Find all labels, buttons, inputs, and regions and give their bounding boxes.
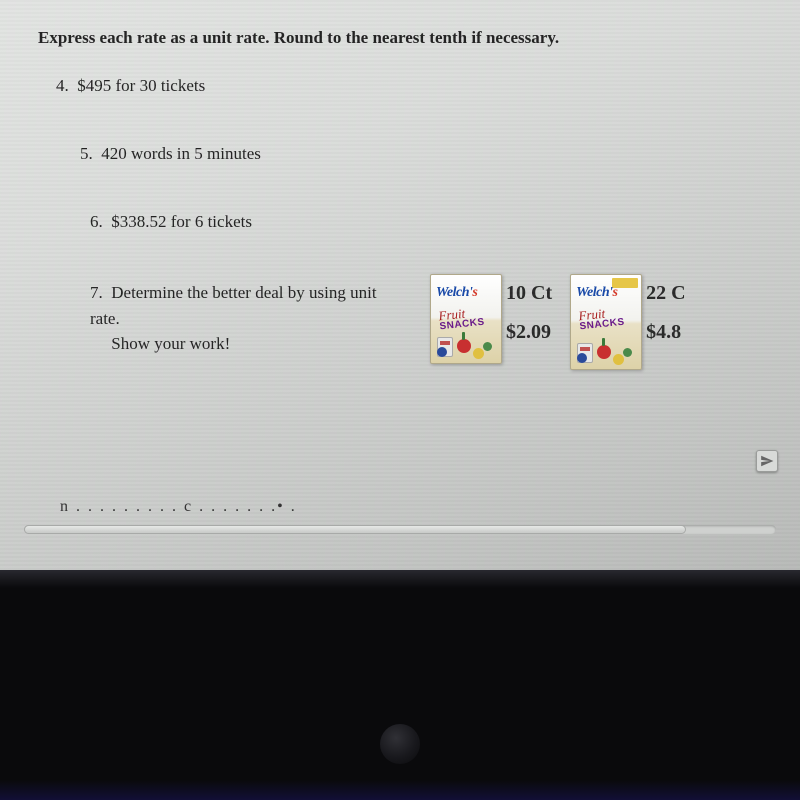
product-b-price: $4.8 xyxy=(646,321,685,344)
instruction-heading: Express each rate as a unit rate. Round … xyxy=(38,28,762,48)
product-b-count: 22 C xyxy=(646,282,685,305)
product-b-brand: Welch's xyxy=(576,285,617,301)
problem-5-text: 420 words in 5 minutes xyxy=(101,144,261,163)
peach-icon xyxy=(613,354,624,365)
blueberry-icon xyxy=(577,353,587,363)
brand-text: Welch' xyxy=(436,285,472,300)
scrollbar-thumb[interactable] xyxy=(24,525,686,534)
brand-s: s xyxy=(472,285,477,300)
product-b-subtitle: Fruit SNACKS xyxy=(578,307,625,333)
product-a-box: Welch's Fruit SNACKS xyxy=(430,274,502,364)
blueberry-icon xyxy=(437,347,447,357)
problem-5: 5. 420 words in 5 minutes xyxy=(80,144,762,164)
problem-7-text: 7. Determine the better deal by using un… xyxy=(90,280,410,357)
product-a: Welch's Fruit SNACKS 10 Ct xyxy=(430,274,552,364)
problem-4-number: 4. xyxy=(56,76,69,95)
brand-s: s xyxy=(613,285,618,300)
product-b-labels: 22 C $4.8 xyxy=(646,274,685,344)
product-b: Welch's Fruit SNACKS 22 C xyxy=(570,274,685,370)
problem-7-line2: Show your work! xyxy=(111,334,230,353)
product-a-subtitle: Fruit SNACKS xyxy=(438,307,485,333)
bottom-glow xyxy=(0,780,800,800)
laptop-logo xyxy=(380,724,420,764)
product-a-brand: Welch's xyxy=(436,285,477,301)
problem-6-number: 6. xyxy=(90,212,103,231)
laptop-bezel xyxy=(0,570,800,800)
send-button[interactable] xyxy=(756,450,778,472)
fruit-art xyxy=(435,331,497,359)
problem-4: 4. $495 for 30 tickets xyxy=(56,76,762,96)
cutoff-text: n . . . . . . . . . c . . . . . . .• . xyxy=(60,498,297,516)
product-b-box: Welch's Fruit SNACKS xyxy=(570,274,642,370)
problem-4-text: $495 for 30 tickets xyxy=(77,76,205,95)
product-comparison: Welch's Fruit SNACKS 10 Ct xyxy=(430,274,686,370)
strawberry-icon xyxy=(597,345,611,359)
brand-text: Welch' xyxy=(576,285,612,300)
grape-icon xyxy=(623,348,632,357)
product-a-labels: 10 Ct $2.09 xyxy=(506,274,552,344)
product-a-count: 10 Ct xyxy=(506,282,552,305)
problem-6-text: $338.52 for 6 tickets xyxy=(111,212,252,231)
product-a-price: $2.09 xyxy=(506,321,552,344)
horizontal-scrollbar[interactable] xyxy=(24,525,776,534)
paper-plane-icon xyxy=(760,454,774,468)
problem-7: 7. Determine the better deal by using un… xyxy=(90,280,762,370)
worksheet-screen: Express each rate as a unit rate. Round … xyxy=(0,0,800,570)
grape-icon xyxy=(483,342,492,351)
strawberry-icon xyxy=(457,339,471,353)
problem-5-number: 5. xyxy=(80,144,93,163)
peach-icon xyxy=(473,348,484,359)
problem-6: 6. $338.52 for 6 tickets xyxy=(90,212,762,232)
problem-7-number: 7. xyxy=(90,283,103,302)
fruit-art xyxy=(575,337,637,365)
problem-7-line1: Determine the better deal by using unit … xyxy=(90,283,377,328)
